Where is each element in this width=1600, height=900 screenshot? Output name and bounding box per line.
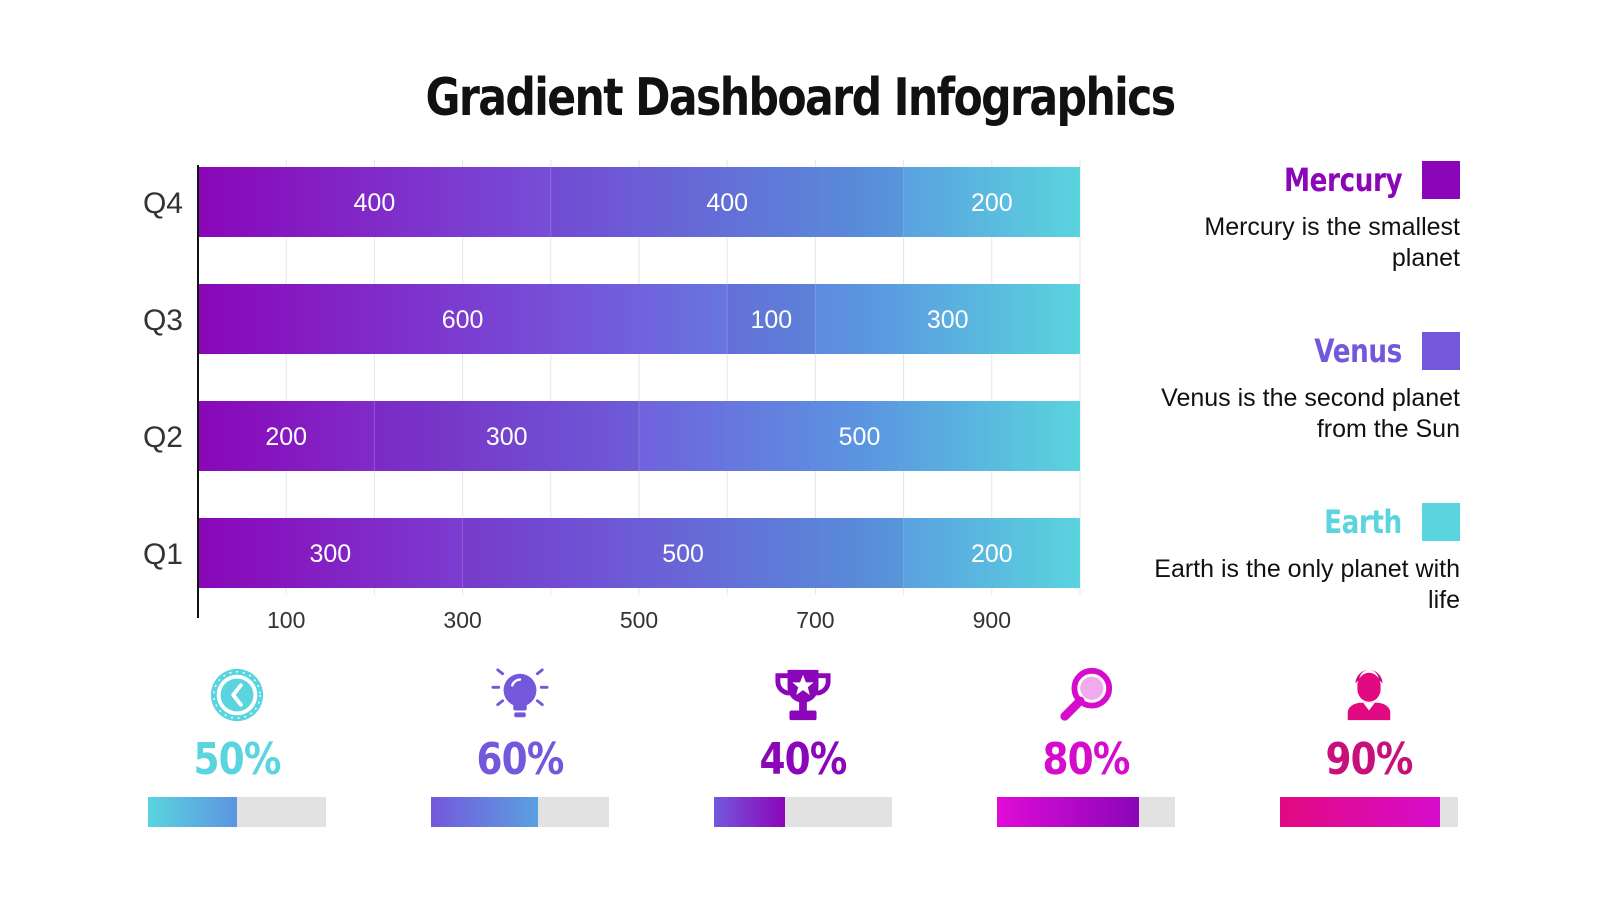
legend-name: Earth <box>1324 503 1402 541</box>
x-tick-label: 500 <box>620 607 658 633</box>
kpi-card-4: 80% <box>997 666 1175 827</box>
kpi-card-5: 90% <box>1280 666 1458 827</box>
x-tick-label: 300 <box>443 607 481 633</box>
x-tick-label: 100 <box>267 607 305 633</box>
kpi-card-3: 40% <box>714 666 892 827</box>
kpi-value: 90% <box>1325 734 1414 785</box>
kpi-progress-fill <box>431 797 538 827</box>
stacked-bar-chart: 400 400 200 Q4 600 100 300 Q3 200 300 500 Q2 300 500 2… <box>143 160 1081 633</box>
bar-segment-venus-q4 <box>550 167 904 237</box>
bar-row-q1 <box>198 518 1080 588</box>
data-label: 100 <box>750 306 792 334</box>
legend-description: Earth is the only planet with life <box>1154 555 1460 614</box>
kpi-card-1: 50% <box>148 666 326 827</box>
kpi-progress-track <box>431 797 609 827</box>
legend-swatch <box>1422 503 1460 541</box>
category-label: Q3 <box>143 304 183 337</box>
magnifier-icon <box>1060 667 1113 721</box>
bar-row-q4 <box>198 167 1080 237</box>
kpi-progress-track <box>714 797 892 827</box>
data-label: 400 <box>706 189 748 217</box>
data-label: 200 <box>265 423 307 451</box>
kpi-progress-fill <box>997 797 1140 827</box>
page-title: Gradient Dashboard Infographics <box>425 68 1176 128</box>
data-label: 200 <box>971 540 1013 568</box>
legend-description: Venus is the second planet from the Sun <box>1161 384 1460 443</box>
x-tick-label: 700 <box>796 607 834 633</box>
data-label: 400 <box>354 189 396 217</box>
legend-name: Mercury <box>1283 161 1403 199</box>
legend-item-earth: Earth Earth is the only planet with life <box>1140 502 1460 616</box>
bar-row-q2 <box>198 401 1080 471</box>
category-label: Q2 <box>143 421 183 454</box>
legend-item-venus: Venus Venus is the second planet from th… <box>1140 331 1460 445</box>
data-label: 300 <box>927 306 969 334</box>
kpi-progress-fill <box>1280 797 1441 827</box>
kpi-value: 50% <box>193 734 282 785</box>
legend-name: Venus <box>1314 332 1402 370</box>
bar-segment-venus-q1 <box>462 518 904 588</box>
category-label: Q4 <box>143 187 183 220</box>
trophy-icon <box>775 669 831 721</box>
data-label: 500 <box>662 540 704 568</box>
legend-swatch <box>1422 332 1460 370</box>
kpi-progress-track <box>997 797 1175 827</box>
data-label: 300 <box>309 540 351 568</box>
kpi-value: 80% <box>1042 734 1131 785</box>
kpi-progress-track <box>1280 797 1458 827</box>
kpi-progress-fill <box>714 797 786 827</box>
kpi-progress-fill <box>148 797 237 827</box>
x-tick-label: 900 <box>973 607 1011 633</box>
bar-segment-venus-q3 <box>727 284 816 354</box>
lightbulb-icon <box>491 668 549 718</box>
data-label: 300 <box>486 423 528 451</box>
kpi-card-2: 60% <box>431 666 609 827</box>
user-icon <box>1347 669 1391 721</box>
kpi-progress-track <box>148 797 326 827</box>
data-label: 500 <box>839 423 881 451</box>
clock-icon <box>210 668 264 722</box>
legend-item-mercury: Mercury Mercury is the smallest planet <box>1140 160 1460 274</box>
legend-swatch <box>1422 161 1460 199</box>
kpi-value: 40% <box>759 734 848 785</box>
kpi-value: 60% <box>476 734 565 785</box>
data-label: 600 <box>442 306 484 334</box>
legend-description: Mercury is the smallest planet <box>1204 213 1460 272</box>
category-label: Q1 <box>143 538 183 571</box>
bar-row-q3 <box>198 284 1080 354</box>
bar-segment-venus-q2 <box>374 401 639 471</box>
data-label: 200 <box>971 189 1013 217</box>
